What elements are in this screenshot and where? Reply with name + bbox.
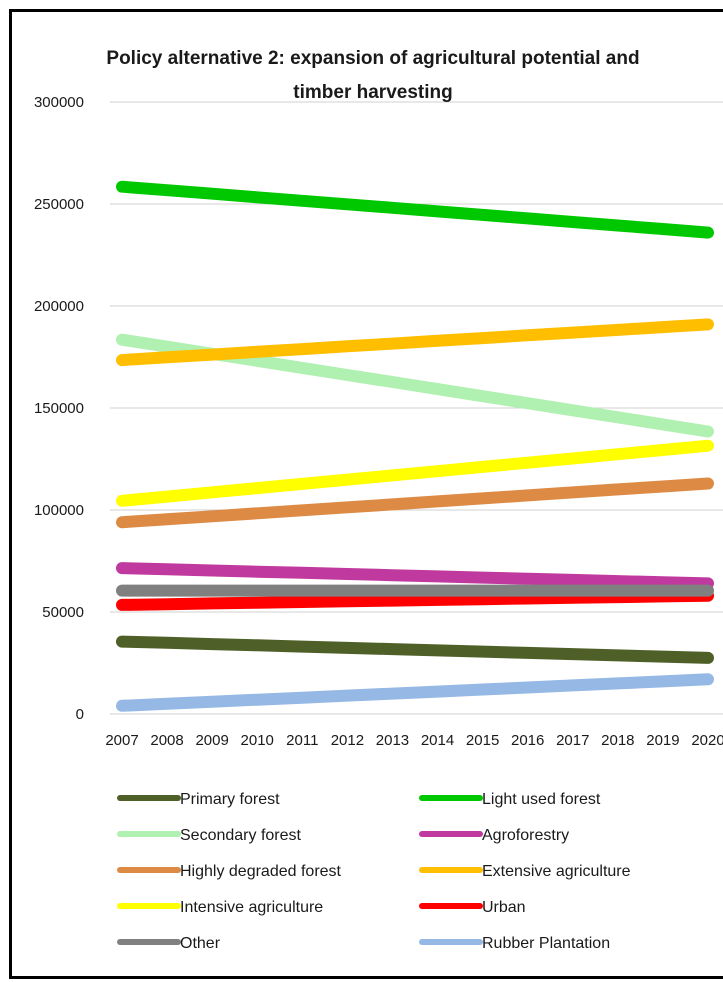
chart-title-line2: timber harvesting xyxy=(293,82,452,103)
x-tick-label: 2011 xyxy=(286,732,318,749)
x-tick-label: 2010 xyxy=(241,732,274,749)
line-chart: 0 50000 100000 150000 200000 250000 300000 200… xyxy=(34,48,723,952)
x-tick-label: 2012 xyxy=(331,732,364,749)
legend-label: Highly degraded forest xyxy=(180,863,342,880)
legend-label: Secondary forest xyxy=(180,827,302,844)
series-line-agroforestry xyxy=(116,562,714,590)
chart-frame: 0 50000 100000 150000 200000 250000 300000 200… xyxy=(9,9,723,979)
x-axis-ticks: 2007 2008 2009 2010 2011 2012 2013 2014 2015 2016… xyxy=(105,732,723,749)
legend-label: Agroforestry xyxy=(482,827,569,844)
y-tick-label: 100000 xyxy=(34,502,84,519)
legend: Primary forest Light used forest Secondary… xyxy=(117,791,631,952)
x-tick-label: 2009 xyxy=(195,732,228,749)
series-line-urban xyxy=(116,589,714,611)
series-line-primary-forest xyxy=(116,635,714,664)
y-tick-label: 0 xyxy=(76,706,84,723)
series-line-rubber-plantation xyxy=(116,673,714,712)
y-tick-label: 300000 xyxy=(34,94,84,111)
legend-label: Extensive agriculture xyxy=(482,863,631,880)
legend-label: Intensive agriculture xyxy=(180,899,323,916)
series-line-light-used-forest xyxy=(116,180,714,239)
x-tick-label: 2020 xyxy=(691,732,723,749)
x-tick-label: 2007 xyxy=(105,732,138,749)
x-tick-label: 2015 xyxy=(466,732,499,749)
legend-label: Light used forest xyxy=(482,791,601,808)
chart-title: Policy alternative 2: expansion of agric… xyxy=(106,48,639,69)
x-tick-label: 2013 xyxy=(376,732,409,749)
legend-label: Rubber Plantation xyxy=(482,935,610,952)
series-line-extensive-agriculture xyxy=(116,318,714,367)
legend-label: Primary forest xyxy=(180,791,280,808)
x-tick-label: 2008 xyxy=(150,732,183,749)
legend-label: Other xyxy=(180,935,221,952)
y-tick-label: 150000 xyxy=(34,400,84,417)
x-tick-label: 2017 xyxy=(556,732,589,749)
y-axis-ticks: 0 50000 100000 150000 200000 250000 300000 xyxy=(34,94,84,723)
y-tick-label: 200000 xyxy=(34,298,84,315)
series-line-highly-degraded-forest xyxy=(116,477,714,529)
x-tick-label: 2014 xyxy=(421,732,454,749)
series-lines xyxy=(116,180,714,712)
y-tick-label: 250000 xyxy=(34,196,84,213)
y-tick-label: 50000 xyxy=(42,604,84,621)
series-line-intensive-agriculture xyxy=(116,439,714,507)
x-tick-label: 2016 xyxy=(511,732,544,749)
x-tick-label: 2018 xyxy=(601,732,634,749)
legend-label: Urban xyxy=(482,899,526,916)
x-tick-label: 2019 xyxy=(646,732,679,749)
